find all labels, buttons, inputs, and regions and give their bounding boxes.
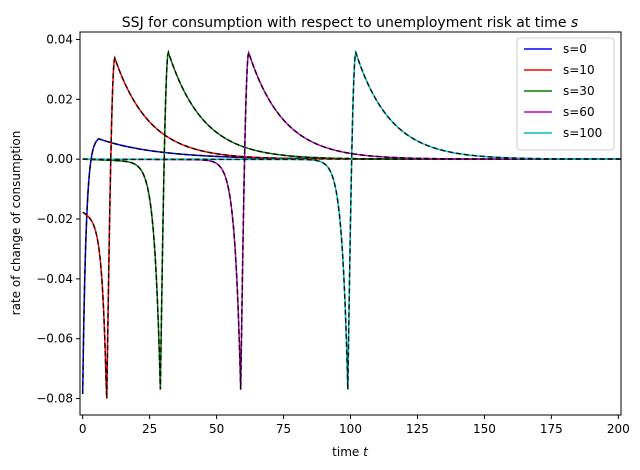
x-tick-label: 75 — [276, 422, 291, 436]
legend-label: s=0 — [563, 42, 587, 56]
plot-frame — [79, 31, 622, 416]
x-tick-label: 200 — [607, 422, 630, 436]
y-tick-label: 0.04 — [46, 32, 73, 46]
x-tick-label: 100 — [339, 422, 362, 436]
y-tick-label: −0.06 — [36, 332, 73, 346]
x-tick-label: 125 — [406, 422, 429, 436]
y-axis: −0.08 −0.06 −0.04 −0.02 0.00 0.02 0.04 — [36, 32, 80, 406]
legend: s=0 s=10 s=30 s=60 s=100 — [516, 37, 615, 151]
x-tick-label: 150 — [473, 422, 496, 436]
y-tick-label: 0.00 — [46, 152, 73, 166]
legend-box — [516, 37, 615, 151]
x-axis-label: time t — [332, 445, 369, 459]
legend-label: s=100 — [563, 126, 602, 140]
legend-label: s=30 — [563, 84, 595, 98]
y-axis-label: rate of change of consumption — [9, 131, 23, 316]
x-tick-label: 0 — [79, 422, 87, 436]
y-tick-label: 0.02 — [46, 92, 73, 106]
legend-label: s=10 — [563, 63, 595, 77]
x-tick-label: 50 — [209, 422, 224, 436]
series-layer — [81, 49, 621, 399]
legend-label: s=60 — [563, 105, 595, 119]
y-tick-label: −0.04 — [36, 272, 73, 286]
chart-title: SSJ for consumption with respect to unem… — [122, 15, 578, 31]
series-overlay-dashed-line — [82, 49, 621, 390]
y-tick-label: −0.08 — [36, 392, 73, 406]
x-axis: 0 25 50 75 100 125 150 175 200 — [79, 415, 630, 436]
y-tick-label: −0.02 — [36, 212, 73, 226]
x-tick-label: 25 — [142, 422, 157, 436]
plot-area — [81, 49, 621, 399]
x-tick-label: 175 — [540, 422, 563, 436]
